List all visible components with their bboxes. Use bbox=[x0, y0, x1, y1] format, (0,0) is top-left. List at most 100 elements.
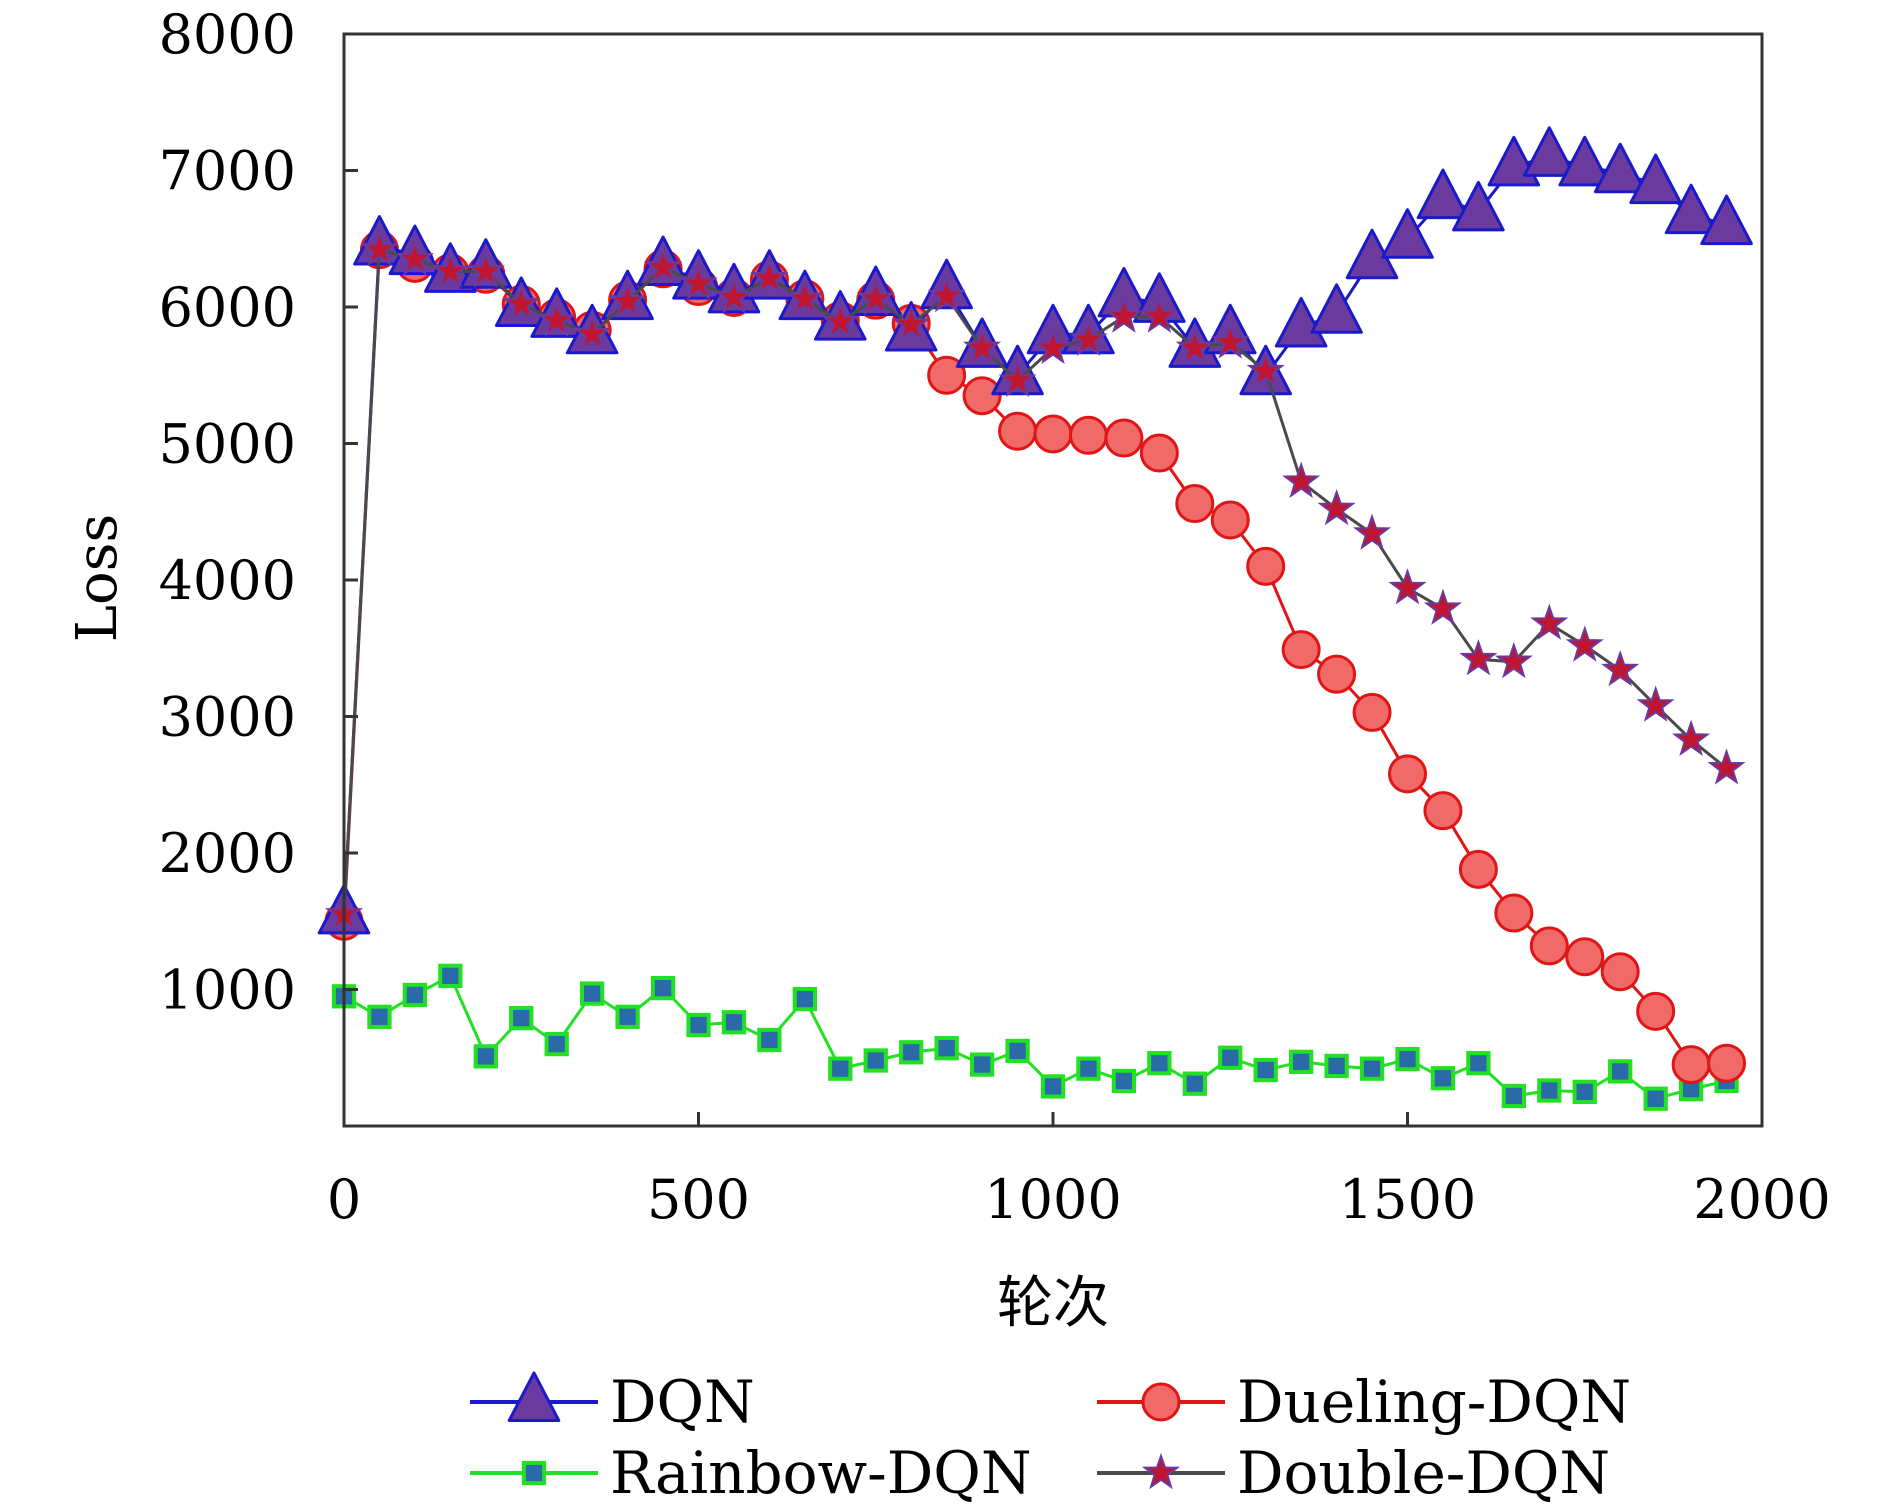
data-point bbox=[502, 284, 541, 321]
x-tick-label: 1500 bbox=[1339, 1168, 1476, 1231]
data-point bbox=[1430, 1066, 1456, 1091]
y-tick-label: 2000 bbox=[159, 822, 296, 885]
data-point bbox=[1210, 500, 1250, 540]
data-point bbox=[1104, 418, 1144, 458]
data-point bbox=[580, 981, 605, 1006]
legend-label: Rainbow-DQN bbox=[610, 1439, 1032, 1507]
data-point bbox=[963, 327, 1002, 365]
data-point bbox=[1353, 513, 1392, 550]
data-point bbox=[1033, 327, 1073, 365]
data-point bbox=[1494, 893, 1534, 933]
data-point bbox=[998, 411, 1038, 451]
data-point bbox=[1388, 754, 1427, 794]
data-point bbox=[1565, 625, 1604, 662]
data-point bbox=[1068, 415, 1108, 455]
legend: DQN Dueling-DQN Rainbow-DQN Double-DQN bbox=[470, 1368, 1631, 1507]
legend-marker bbox=[1141, 1452, 1181, 1490]
data-point bbox=[1459, 639, 1498, 676]
data-point bbox=[367, 1004, 392, 1029]
data-point bbox=[1282, 461, 1321, 498]
data-point bbox=[644, 247, 683, 284]
y-tick-label: 7000 bbox=[159, 140, 296, 203]
data-point bbox=[1636, 685, 1675, 722]
data-point bbox=[466, 251, 505, 288]
legend-entry: Rainbow-DQN bbox=[470, 1439, 1032, 1507]
data-point bbox=[686, 1012, 711, 1038]
data-point bbox=[962, 376, 1002, 416]
data-point bbox=[1529, 926, 1569, 966]
data-point bbox=[927, 276, 966, 313]
series-line bbox=[342, 155, 1727, 915]
data-point bbox=[473, 1044, 498, 1069]
data-point bbox=[1452, 180, 1505, 232]
data-point bbox=[1381, 208, 1434, 259]
series-rainbow-dqn bbox=[331, 963, 1739, 1111]
series-dueling-dqn bbox=[324, 230, 1747, 1085]
data-point bbox=[856, 278, 895, 316]
data-point bbox=[1629, 153, 1682, 205]
data-point bbox=[615, 1004, 640, 1029]
data-point bbox=[927, 355, 967, 395]
data-point bbox=[650, 975, 676, 1001]
data-point bbox=[1218, 1045, 1243, 1070]
data-point bbox=[1324, 1053, 1349, 1079]
data-point bbox=[1175, 484, 1215, 524]
data-point bbox=[1700, 194, 1753, 246]
data-point bbox=[821, 301, 860, 339]
data-point bbox=[1416, 168, 1470, 220]
legend-marker bbox=[507, 1371, 561, 1422]
legend-marker bbox=[1141, 1382, 1181, 1422]
y-axis-title: Loss bbox=[65, 514, 130, 642]
data-point bbox=[1664, 183, 1718, 235]
data-point bbox=[1139, 433, 1179, 473]
data-point bbox=[892, 304, 931, 341]
data-point bbox=[1076, 1056, 1101, 1081]
data-point bbox=[1310, 283, 1363, 334]
y-tick-label: 1000 bbox=[159, 959, 296, 1022]
legend-label: DQN bbox=[610, 1368, 755, 1436]
data-point bbox=[509, 1006, 534, 1031]
data-point bbox=[1246, 351, 1285, 388]
data-point bbox=[537, 300, 576, 337]
data-point bbox=[608, 281, 647, 318]
data-point bbox=[1572, 1079, 1597, 1105]
data-point bbox=[1395, 1046, 1420, 1072]
data-point bbox=[1608, 1059, 1633, 1084]
data-point bbox=[785, 278, 824, 316]
data-point bbox=[1707, 748, 1746, 785]
data-point bbox=[969, 1052, 995, 1077]
x-tick-label: 0 bbox=[327, 1168, 361, 1231]
data-point bbox=[1069, 319, 1108, 356]
data-point bbox=[1636, 991, 1676, 1031]
data-point bbox=[573, 314, 612, 351]
data-point bbox=[402, 982, 428, 1008]
data-point bbox=[828, 1056, 853, 1081]
data-point bbox=[1600, 952, 1640, 992]
data-point bbox=[757, 1027, 782, 1053]
series-line bbox=[343, 974, 1727, 1101]
data-point bbox=[1388, 568, 1427, 605]
series-double-dqn bbox=[324, 229, 1746, 931]
data-point bbox=[1211, 322, 1250, 359]
legend-entry: DQN bbox=[470, 1368, 755, 1436]
data-point bbox=[1558, 135, 1612, 187]
data-point bbox=[934, 1036, 959, 1061]
data-point bbox=[1352, 692, 1392, 732]
legend-label: Dueling-DQN bbox=[1237, 1368, 1631, 1436]
data-point bbox=[714, 277, 753, 314]
axis-ticks bbox=[342, 32, 1764, 1126]
data-point bbox=[1317, 488, 1356, 526]
y-tick-label: 6000 bbox=[159, 276, 296, 339]
data-point bbox=[1466, 1051, 1491, 1076]
data-point bbox=[1707, 1043, 1747, 1083]
legend-entry: Double-DQN bbox=[1097, 1439, 1610, 1507]
data-point bbox=[1182, 1071, 1207, 1096]
data-point bbox=[1494, 641, 1533, 679]
data-point bbox=[544, 1031, 569, 1057]
data-point bbox=[1501, 1083, 1526, 1109]
data-point bbox=[1175, 327, 1214, 365]
series-line bbox=[342, 248, 1728, 915]
data-point bbox=[863, 1048, 888, 1073]
data-point bbox=[1246, 546, 1286, 586]
